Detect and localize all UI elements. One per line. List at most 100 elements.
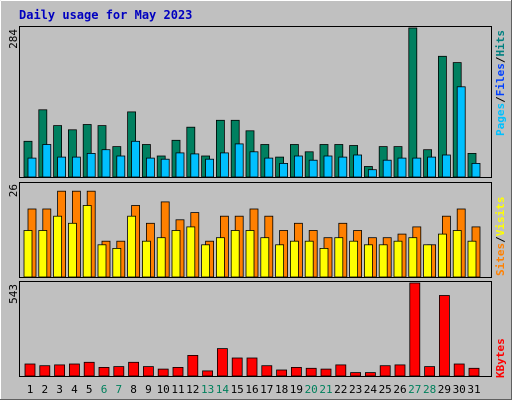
visits-bar xyxy=(289,240,299,278)
x-tick-label: 11 xyxy=(171,383,184,396)
x-tick-label: 20 xyxy=(305,383,318,396)
files-bar xyxy=(116,155,126,178)
visits-bar xyxy=(363,244,373,278)
x-tick-label: 30 xyxy=(453,383,466,396)
files-bar xyxy=(323,155,333,178)
files-bar xyxy=(175,152,185,178)
x-tick-label: 16 xyxy=(245,383,258,396)
kbytes-ymax-label: 543 xyxy=(7,284,20,304)
files-bar xyxy=(471,162,481,178)
x-tick-label: 12 xyxy=(186,383,199,396)
visits-bar xyxy=(171,230,181,278)
visits-bar xyxy=(156,237,166,278)
visits-bar xyxy=(408,237,418,278)
visits-bar xyxy=(82,205,92,278)
kbytes-bar xyxy=(157,368,169,377)
kbytes-bar xyxy=(364,372,376,377)
kbytes-bar xyxy=(424,366,436,377)
kbytes-bar xyxy=(142,366,154,377)
legend-entry: / xyxy=(494,56,507,63)
x-tick-label: 10 xyxy=(157,383,170,396)
kbytes-legend: KBytes xyxy=(494,338,507,378)
visits-bar xyxy=(23,230,33,278)
legend-entry: KBytes xyxy=(494,338,507,378)
files-bar xyxy=(160,158,170,178)
x-tick-label: 5 xyxy=(86,383,93,396)
kbytes-bar xyxy=(172,366,184,377)
hits-bar xyxy=(408,27,418,178)
kbytes-bar xyxy=(290,366,302,377)
files-bar xyxy=(293,155,303,178)
x-tick-label: 22 xyxy=(334,383,347,396)
x-tick-label: 4 xyxy=(71,383,78,396)
files-bar xyxy=(308,159,318,178)
visits-bar xyxy=(245,230,255,278)
kbytes-bar xyxy=(231,357,243,377)
kbytes-bar xyxy=(379,365,391,377)
files-bar xyxy=(219,152,229,178)
visits-bar xyxy=(68,222,77,278)
visits-bar xyxy=(186,226,196,278)
kbytes-bar xyxy=(187,354,199,377)
x-tick-label: 8 xyxy=(130,383,137,396)
x-tick-label: 14 xyxy=(216,383,230,396)
files-bar xyxy=(441,154,451,178)
kbytes-bar xyxy=(453,363,465,377)
kbytes-bar xyxy=(54,364,65,377)
visits-bar xyxy=(452,230,462,278)
kbytes-bar xyxy=(320,368,332,377)
visits-bar xyxy=(53,215,62,278)
files-bar xyxy=(145,157,155,178)
x-tick-label: 24 xyxy=(364,383,378,396)
kbytes-bar xyxy=(246,357,258,377)
files-bar xyxy=(427,156,437,178)
files-bar xyxy=(101,149,111,178)
x-tick-label: 6 xyxy=(101,383,108,396)
x-tick-label: 25 xyxy=(379,383,392,396)
legend-entry: / xyxy=(494,236,507,243)
legend-entry: Hits xyxy=(494,30,507,57)
visits-bar xyxy=(127,215,136,278)
kbytes-bar xyxy=(276,369,288,377)
kbytes-bar xyxy=(69,363,80,377)
kbytes-bar xyxy=(335,364,347,377)
files-bar xyxy=(57,156,66,178)
visits-bar xyxy=(215,237,225,278)
sites-visits-legend: Sites/Visits xyxy=(494,197,507,277)
visits-bar xyxy=(275,244,285,278)
files-bar xyxy=(264,157,274,178)
visits-bar xyxy=(349,240,359,278)
files-bar xyxy=(367,169,377,178)
files-bar xyxy=(382,159,392,178)
kbytes-bar xyxy=(39,365,51,377)
legend-entry: Visits xyxy=(494,197,507,237)
x-tick-label: 19 xyxy=(290,383,303,396)
x-tick-label: 23 xyxy=(349,383,362,396)
kbytes-bar xyxy=(83,361,95,377)
x-tick-label: 15 xyxy=(231,383,244,396)
x-tick-label: 3 xyxy=(56,383,63,396)
x-tick-label: 18 xyxy=(275,383,288,396)
visits-bar xyxy=(97,244,107,278)
visits-bar xyxy=(230,230,240,278)
chart-title: Daily usage for May 2023 xyxy=(19,8,192,22)
legend-entry: / xyxy=(494,96,507,103)
x-tick-label: 9 xyxy=(145,383,152,396)
kbytes-bar xyxy=(24,363,36,377)
x-tick-label: 1 xyxy=(27,383,34,396)
kbytes-bar xyxy=(350,372,362,377)
visits-bar xyxy=(260,237,270,278)
x-tick-label: 26 xyxy=(393,383,406,396)
kbytes-bar xyxy=(128,361,140,377)
visits-bar xyxy=(437,233,447,278)
visits-bar xyxy=(304,240,314,278)
visits-bar xyxy=(334,237,344,278)
kbytes-bar xyxy=(113,366,125,377)
files-bar xyxy=(279,162,289,178)
chart-bars xyxy=(23,27,481,377)
kbytes-bar xyxy=(394,364,406,377)
kbytes-bar xyxy=(409,282,421,377)
files-bar xyxy=(456,86,466,178)
legend-entry: Pages xyxy=(494,103,507,136)
